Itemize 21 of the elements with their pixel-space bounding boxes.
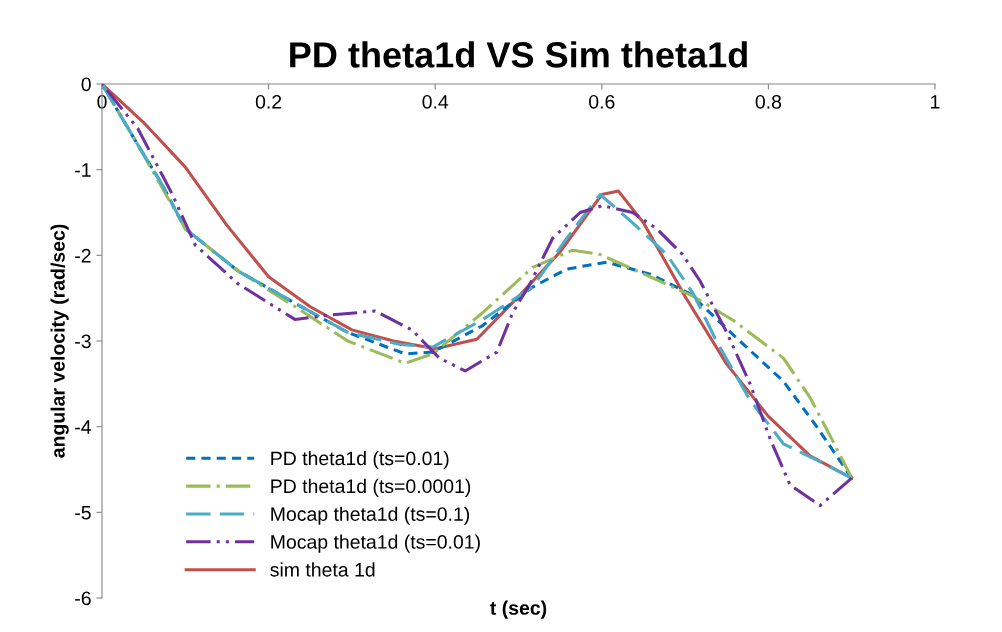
y-tick-label: -4 bbox=[75, 420, 92, 434]
x-tick-label: 0.2 bbox=[255, 94, 282, 109]
x-tick-label: 1 bbox=[931, 95, 940, 109]
legend-label: PD theta1d (ts=0.01) bbox=[271, 450, 449, 470]
x-tick-label: 0 bbox=[97, 94, 107, 109]
y-tick-label: -6 bbox=[75, 591, 91, 606]
y-tick-label: -1 bbox=[75, 163, 91, 177]
legend-label: sim theta 1d bbox=[270, 562, 375, 577]
legend-label: Mocap theta1d (ts=0.01) bbox=[271, 534, 480, 553]
y-axis-title: angular velocity (rad/sec) bbox=[50, 224, 69, 458]
x-tick-label: 0.4 bbox=[422, 94, 449, 109]
legend-label: PD theta1d (ts=0.0001) bbox=[271, 478, 471, 497]
x-tick-label: 0.6 bbox=[589, 94, 615, 109]
y-tick-label: -5 bbox=[75, 506, 91, 520]
x-tick-label: 0.8 bbox=[755, 94, 782, 109]
y-tick-label: -2 bbox=[75, 248, 91, 263]
chart-title: PD theta1d VS Sim theta1d bbox=[290, 41, 747, 68]
x-axis-title: t (sec) bbox=[490, 600, 547, 619]
y-tick-label: -3 bbox=[75, 334, 91, 349]
y-tick-label: 0 bbox=[81, 77, 91, 92]
legend-label: Mocap theta1d (ts=0.1) bbox=[271, 506, 470, 525]
